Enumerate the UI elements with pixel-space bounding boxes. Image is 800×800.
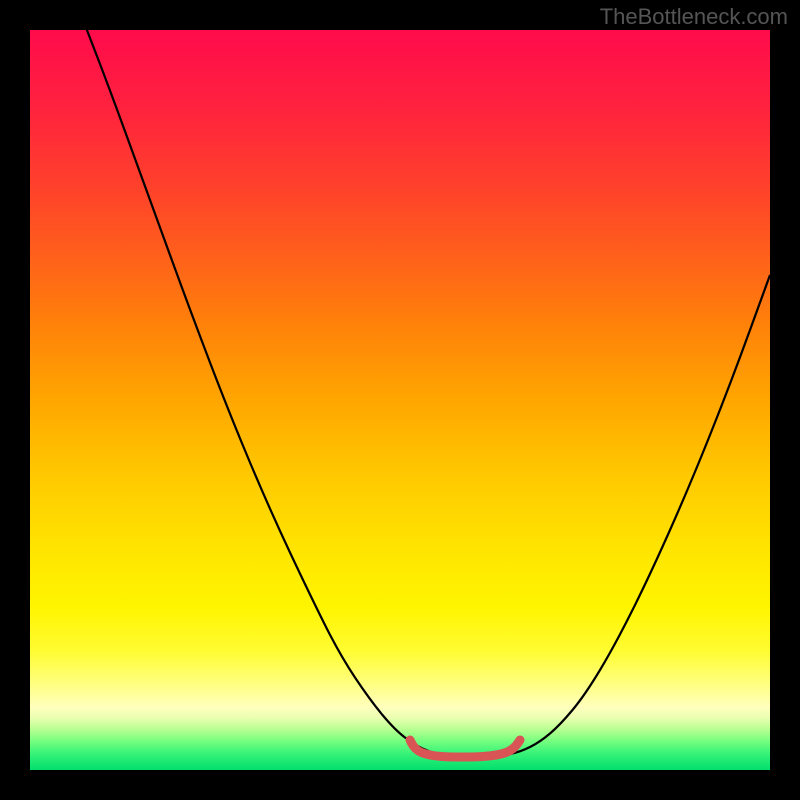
trough-accent [410, 740, 520, 757]
watermark-text: TheBottleneck.com [600, 4, 788, 30]
bottleneck-curve [85, 30, 770, 757]
curve-svg [30, 30, 770, 770]
chart-container: TheBottleneck.com [0, 0, 800, 800]
plot-area [30, 30, 770, 770]
